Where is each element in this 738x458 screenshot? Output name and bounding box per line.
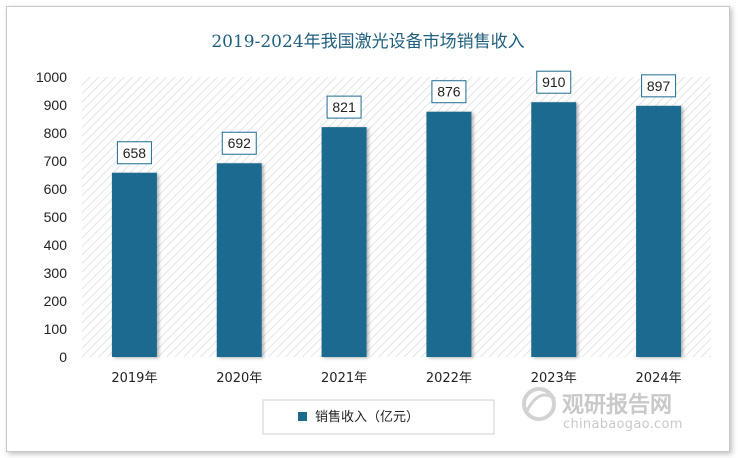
data-label: 876 [437, 84, 461, 100]
y-tick-label: 700 [44, 153, 68, 169]
watermark-logo-icon [522, 387, 556, 421]
data-label: 692 [228, 135, 252, 151]
x-tick-label: 2021年 [321, 371, 367, 386]
y-tick-label: 500 [44, 209, 68, 225]
plot-area [82, 77, 711, 357]
data-label: 658 [123, 145, 147, 161]
data-label: 821 [332, 99, 356, 115]
x-tick-label: 2020年 [216, 371, 262, 386]
data-label-box [536, 70, 572, 94]
bar-series [111, 102, 682, 358]
bar [426, 111, 472, 357]
chart-frame: 2019-2024年我国激光设备市场销售收入 0 100 200 300 400 500 6… [6, 6, 730, 452]
legend: 销售收入（亿元） [262, 399, 495, 435]
y-tick-label: 600 [44, 181, 68, 197]
chart-svg: 2019-2024年我国激光设备市场销售收入 0 100 200 300 400 500 6… [36, 32, 711, 435]
x-tick-label: 2022年 [426, 371, 472, 386]
x-axis: 2019年 2020年 2021年 2022年 2023年 2024年 [111, 371, 681, 386]
data-label-box [641, 74, 677, 98]
y-tick-label: 200 [44, 293, 68, 309]
data-labels: 658 692 821 876 910 897 [116, 70, 677, 165]
data-label-box [326, 95, 362, 119]
x-tick-label: 2024年 [636, 371, 682, 386]
data-label: 910 [542, 74, 566, 90]
bar [111, 172, 157, 357]
y-tick-label: 800 [44, 125, 68, 141]
bar [216, 163, 262, 357]
watermark-url: chinabaogao.com [563, 417, 683, 432]
watermark: 观研报告网 chinabaogao.com [522, 387, 683, 432]
chart-title: 2019-2024年我国激光设备市场销售收入 [211, 32, 524, 52]
y-tick-label: 0 [59, 349, 67, 365]
x-tick-label: 2023年 [531, 371, 577, 386]
y-axis: 0 100 200 300 400 500 600 700 800 900 1000 [36, 69, 67, 365]
legend-label: 销售收入（亿元） [315, 409, 419, 425]
y-tick-label: 100 [44, 321, 68, 337]
y-tick-label: 300 [44, 265, 68, 281]
bar [321, 127, 367, 358]
data-label: 897 [647, 78, 671, 94]
data-label-box [221, 131, 257, 155]
data-label-box [431, 80, 467, 104]
y-tick-label: 900 [44, 97, 68, 113]
watermark-brand: 观研报告网 [562, 393, 672, 418]
data-label-box [116, 141, 152, 165]
y-tick-label: 1000 [36, 69, 67, 85]
x-tick-label: 2019年 [111, 371, 157, 386]
y-tick-label: 400 [44, 237, 68, 253]
bar [531, 102, 577, 357]
bar [636, 105, 682, 357]
legend-swatch [298, 412, 307, 421]
